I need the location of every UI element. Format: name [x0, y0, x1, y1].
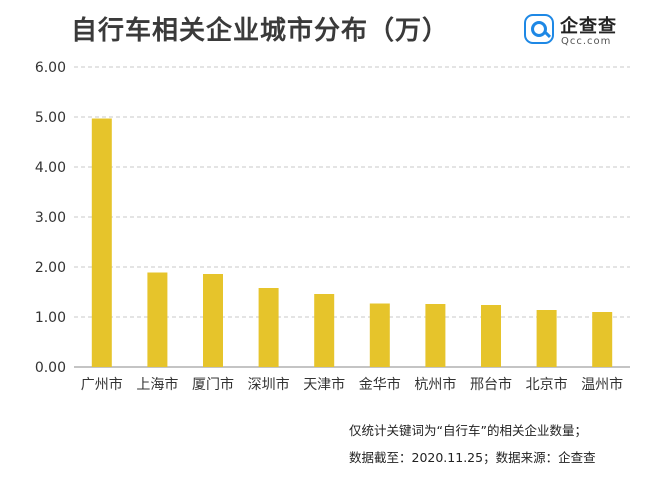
y-tick-label: 6.00: [35, 60, 66, 76]
logo-domain: Qcc.com: [561, 36, 612, 47]
y-tick-label: 0.00: [35, 360, 66, 376]
x-tick-label: 上海市: [136, 376, 178, 393]
bar: [258, 288, 279, 367]
y-tick-label: 2.00: [35, 260, 66, 276]
chart-title: 自行车相关企业城市分布（万）: [70, 16, 449, 46]
x-tick-label: 北京市: [526, 376, 568, 393]
bar: [592, 312, 613, 367]
magnifier-icon: [524, 14, 554, 44]
x-tick-label: 天津市: [303, 376, 345, 393]
x-tick-label: 广州市: [81, 376, 123, 393]
logo-name: 企查查: [560, 16, 617, 37]
x-tick-label: 温州市: [581, 376, 623, 393]
bar: [203, 274, 223, 367]
bar: [147, 272, 168, 367]
footnote-source: 数据截至：2020.11.25；数据来源：企查查: [349, 450, 596, 465]
bar: [314, 294, 335, 367]
x-tick-label: 杭州市: [414, 376, 456, 393]
bar: [536, 310, 557, 367]
bar: [425, 304, 446, 367]
bar: [481, 305, 501, 367]
y-tick-label: 1.00: [35, 310, 66, 326]
x-tick-label: 厦门市: [192, 376, 234, 393]
y-tick-label: 3.00: [35, 210, 66, 226]
x-tick-label: 金华市: [359, 376, 401, 393]
qcc-logo: 企查查 Qcc.com: [524, 14, 644, 48]
bar: [369, 303, 390, 367]
y-tick-label: 5.00: [35, 110, 66, 126]
x-tick-label: 深圳市: [248, 376, 290, 393]
y-tick-label: 4.00: [35, 160, 66, 176]
x-tick-label: 邢台市: [470, 376, 512, 393]
footnote-scope: 仅统计关键词为“自行车”的相关企业数量；: [349, 423, 587, 438]
bar: [91, 118, 112, 367]
